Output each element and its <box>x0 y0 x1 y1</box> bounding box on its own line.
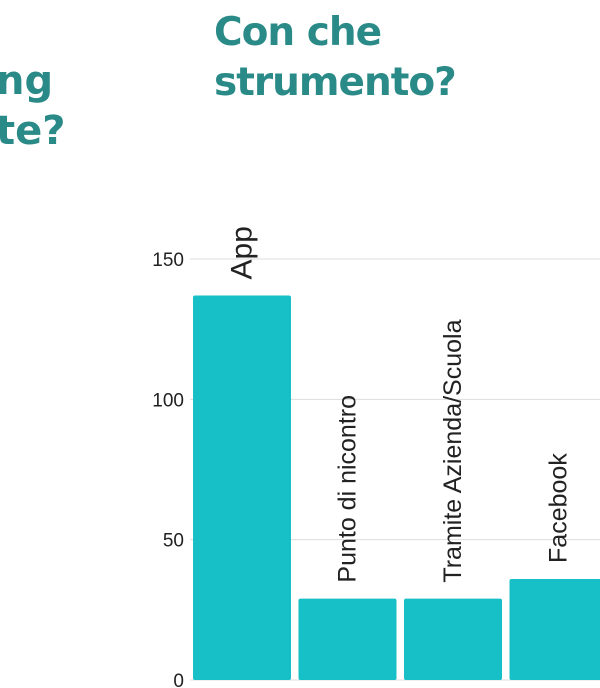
bar <box>509 578 600 680</box>
y-tick-label: 150 <box>152 250 184 271</box>
bars <box>193 295 600 680</box>
chart-title-line-1: Con che <box>214 10 382 55</box>
category-label: App <box>226 226 259 279</box>
y-axis-ticks: 0 50 100 150 <box>152 250 184 688</box>
category-label: Tramite Azienda/Scuola <box>439 319 467 582</box>
y-tick-label: 50 <box>163 531 184 552</box>
y-tick-label: 0 <box>173 671 184 688</box>
category-label: Facebook <box>545 453 573 563</box>
bar <box>193 295 291 680</box>
category-labels: App Punto di nicontro Tramite Azienda/Scuo… <box>226 226 573 583</box>
chart-title: Con che strumento? <box>214 8 457 108</box>
category-label: Punto di nicontro <box>334 395 362 583</box>
y-tick-label: 100 <box>152 390 184 411</box>
chart-title-line-2: strumento? <box>214 60 457 105</box>
left-title-line-1: ng <box>0 58 54 104</box>
bar <box>298 598 397 680</box>
cropped-left-title: ng te? <box>0 56 65 156</box>
left-title-line-2: te? <box>0 108 66 154</box>
bar <box>404 598 502 680</box>
